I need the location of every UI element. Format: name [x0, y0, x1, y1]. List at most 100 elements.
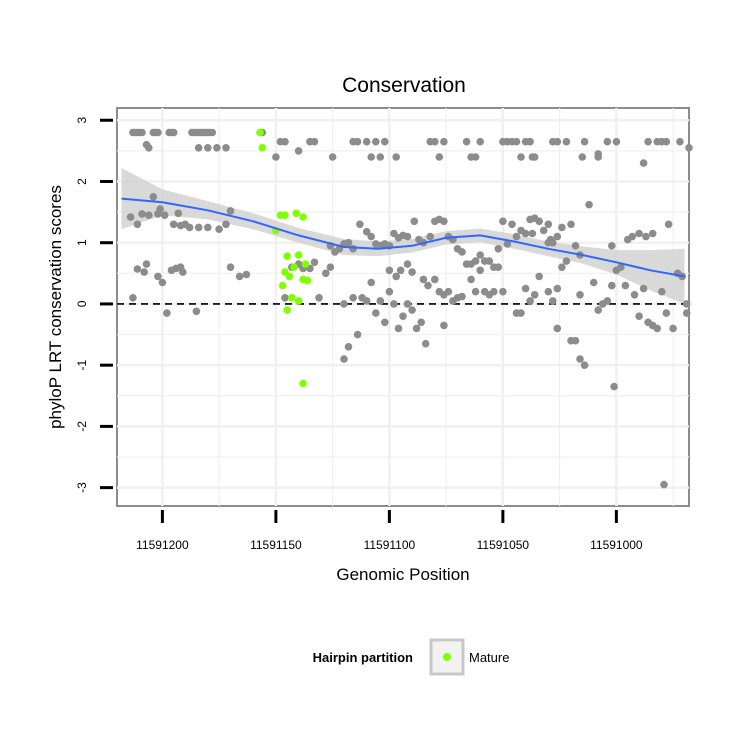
- point-other: [194, 144, 203, 152]
- point-mature: [303, 276, 312, 285]
- point-mature: [290, 263, 298, 272]
- legend-title: Hairpin partition: [313, 650, 413, 665]
- point-other: [521, 229, 530, 238]
- chart-title: Conservation: [342, 74, 466, 97]
- point-other: [349, 294, 357, 302]
- point-other: [310, 258, 319, 267]
- point-other: [226, 263, 235, 272]
- point-other: [553, 137, 562, 146]
- point-other: [576, 355, 584, 363]
- x-tick-label: 11591050: [477, 538, 530, 552]
- point-other: [517, 309, 525, 317]
- point-other: [281, 294, 289, 302]
- point-other: [353, 137, 362, 146]
- point-other: [458, 292, 466, 301]
- point-other: [154, 128, 162, 137]
- point-mature: [278, 281, 287, 290]
- point-other: [485, 257, 494, 265]
- point-other: [594, 306, 602, 314]
- point-mature: [299, 379, 307, 388]
- point-other: [403, 300, 412, 308]
- point-other: [160, 211, 169, 219]
- point-other: [644, 137, 652, 146]
- point-other: [194, 223, 203, 232]
- point-other: [204, 144, 212, 152]
- point-other: [294, 147, 303, 155]
- point-other: [499, 287, 507, 296]
- plot-panel: [116, 107, 693, 507]
- point-other: [585, 200, 593, 209]
- point-other: [326, 263, 335, 272]
- point-other: [381, 137, 389, 146]
- point-other: [648, 229, 657, 238]
- point-other: [494, 245, 503, 253]
- point-other: [553, 232, 562, 241]
- point-other: [682, 309, 691, 317]
- point-other: [471, 287, 480, 296]
- point-other: [208, 128, 217, 137]
- point-other: [580, 137, 589, 146]
- point-other: [558, 223, 566, 232]
- point-other: [381, 318, 389, 327]
- point-other: [213, 144, 221, 152]
- point-other: [410, 217, 419, 226]
- point-other: [530, 291, 539, 299]
- point-other: [444, 287, 453, 296]
- point-other: [526, 297, 534, 305]
- point-other: [571, 336, 580, 345]
- point-other: [576, 291, 584, 299]
- point-other: [517, 153, 525, 161]
- plot-border: [116, 107, 690, 507]
- point-other: [272, 153, 280, 161]
- point-other: [603, 297, 612, 305]
- x-axis: 11591200 11591150 11591100 11591050 11591000: [136, 510, 643, 552]
- point-other: [179, 268, 187, 276]
- point-other: [544, 220, 553, 229]
- point-other: [222, 144, 230, 152]
- point-other: [635, 229, 643, 238]
- point-other: [149, 193, 158, 201]
- point-other: [662, 137, 671, 146]
- point-other: [362, 297, 371, 305]
- point-mature: [258, 144, 267, 152]
- point-other: [126, 213, 135, 221]
- point-other: [138, 128, 146, 137]
- point-other: [396, 266, 405, 275]
- point-other: [503, 240, 512, 248]
- point-other: [508, 220, 516, 229]
- point-mature: [292, 209, 301, 218]
- y-tick-label: -2: [75, 421, 89, 432]
- point-other: [639, 159, 648, 167]
- point-other: [580, 361, 589, 370]
- point-other: [669, 324, 677, 333]
- point-other: [310, 137, 319, 146]
- point-other: [440, 321, 448, 330]
- point-other: [530, 153, 539, 161]
- point-other: [594, 150, 602, 158]
- point-other: [133, 265, 142, 273]
- point-other: [412, 324, 421, 333]
- point-other: [408, 306, 416, 314]
- y-tick-label: 0: [75, 300, 89, 307]
- point-other: [544, 238, 553, 247]
- point-other: [376, 297, 385, 305]
- point-other: [424, 281, 432, 290]
- point-mature: [299, 213, 307, 221]
- point-other: [226, 207, 235, 215]
- point-other: [662, 309, 671, 317]
- legend: Hairpin partition Mature: [313, 638, 509, 676]
- point-other: [660, 480, 668, 489]
- y-tick-label: 2: [75, 178, 89, 185]
- point-other: [399, 312, 407, 321]
- point-mature: [281, 211, 289, 219]
- point-other: [685, 144, 693, 152]
- point-other: [467, 275, 475, 284]
- point-other: [512, 232, 521, 241]
- point-other: [163, 309, 171, 317]
- point-other: [390, 300, 398, 308]
- point-other: [490, 287, 498, 296]
- y-axis-title: phyloP LRT conservation scores: [46, 185, 65, 429]
- point-other: [435, 153, 444, 161]
- point-other: [608, 281, 616, 290]
- point-other: [471, 153, 480, 161]
